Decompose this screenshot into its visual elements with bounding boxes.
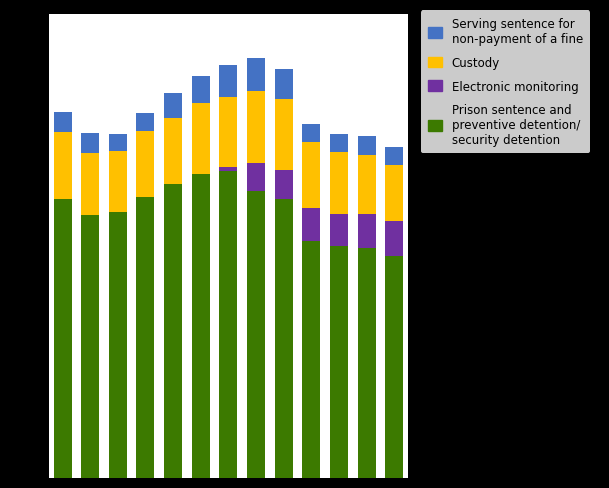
Bar xyxy=(109,135,127,152)
Bar xyxy=(385,148,403,166)
Bar xyxy=(275,70,293,100)
Bar xyxy=(302,208,320,241)
Bar xyxy=(330,153,348,215)
Bar xyxy=(247,164,265,192)
Bar xyxy=(81,216,99,478)
Bar xyxy=(136,132,155,198)
Bar xyxy=(136,114,155,132)
Bar xyxy=(357,156,376,215)
Bar xyxy=(136,198,155,478)
Bar xyxy=(330,215,348,246)
Bar xyxy=(219,168,238,171)
Bar xyxy=(357,137,376,156)
Bar xyxy=(357,248,376,478)
Bar xyxy=(219,98,238,168)
Bar xyxy=(357,215,376,248)
Bar xyxy=(385,222,403,257)
Bar xyxy=(54,133,71,200)
Bar xyxy=(164,119,182,184)
Bar xyxy=(192,104,209,174)
Bar xyxy=(192,174,209,478)
Bar xyxy=(385,257,403,478)
Bar xyxy=(219,66,238,98)
Bar xyxy=(302,142,320,208)
Bar xyxy=(54,113,71,133)
Bar xyxy=(164,94,182,119)
Bar xyxy=(219,171,238,478)
Bar xyxy=(164,184,182,478)
Bar xyxy=(81,134,99,154)
Bar xyxy=(109,212,127,478)
Bar xyxy=(275,170,293,200)
Bar xyxy=(302,125,320,142)
Bar xyxy=(81,154,99,216)
Bar xyxy=(109,152,127,212)
Legend: Serving sentence for
non-payment of a fine, Custody, Electronic monitoring, Pris: Serving sentence for non-payment of a fi… xyxy=(421,11,590,154)
Bar xyxy=(247,59,265,92)
Bar xyxy=(54,200,71,478)
Bar xyxy=(275,100,293,170)
Bar xyxy=(247,192,265,478)
Bar xyxy=(275,200,293,478)
Bar xyxy=(302,241,320,478)
Bar xyxy=(192,77,209,104)
Bar xyxy=(385,166,403,222)
Bar xyxy=(247,92,265,164)
Bar xyxy=(330,135,348,153)
Bar xyxy=(330,246,348,478)
